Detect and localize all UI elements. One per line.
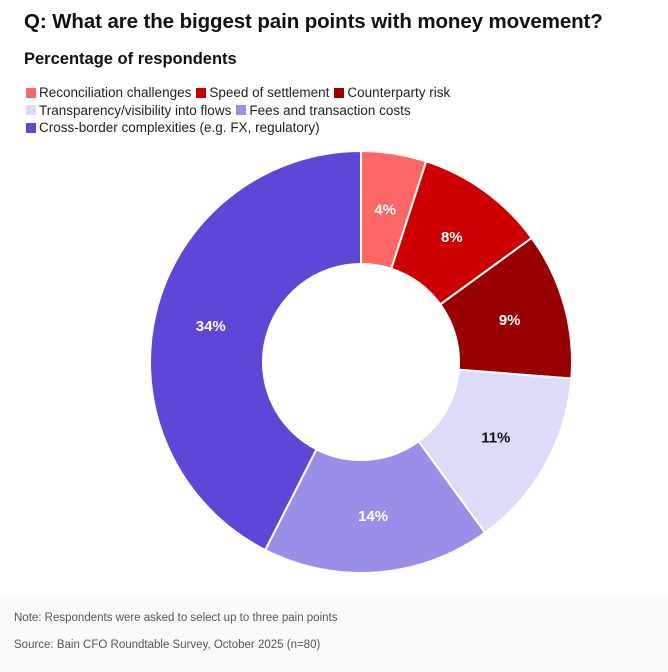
legend-label: Speed of settlement [209, 85, 330, 100]
legend-item-speed: Speed of settlement [196, 84, 329, 102]
donut-slice [417, 368, 573, 535]
slice-data-label: 8% [441, 229, 463, 246]
legend: Reconciliation challenges Speed of settl… [26, 84, 455, 137]
legend-item-fees: Fees and transaction costs [236, 102, 411, 120]
legend-swatch [26, 105, 36, 116]
legend-label: Reconciliation challenges [39, 85, 192, 100]
donut-slice [263, 439, 487, 574]
slice-data-label: 14% [358, 508, 388, 525]
chart-title: Q: What are the biggest pain points with… [24, 10, 603, 33]
donut-chart: 4% 8% 9% 11% 14% 34% [149, 149, 573, 574]
legend-swatch [334, 87, 345, 98]
slice-data-label: 4% [374, 201, 396, 218]
legend-label: Transparency/visibility into flows [39, 102, 232, 118]
legend-item-transparency: Transparency/visibility into flows [26, 102, 231, 120]
legend-row: Reconciliation challenges Speed of settl… [26, 84, 455, 102]
legend-row: Cross-border complexities (e.g. FX, regu… [26, 119, 455, 137]
slice-data-label: 11% [481, 429, 510, 446]
footer-background [0, 596, 668, 672]
legend-swatch [26, 87, 36, 98]
legend-label: Counterparty risk [347, 85, 451, 100]
legend-item-reconciliation: Reconciliation challenges [26, 84, 191, 102]
legend-item-cross-border: Cross-border complexities (e.g. FX, regu… [26, 119, 320, 137]
donut-slice [149, 149, 362, 552]
footnote: Note: Respondents were asked to select u… [14, 612, 338, 624]
legend-swatch [196, 87, 207, 98]
legend-swatch [26, 122, 36, 133]
chart-subtitle: Percentage of respondents [24, 50, 237, 68]
legend-label: Cross-border complexities (e.g. FX, regu… [39, 120, 320, 135]
legend-row: Transparency/visibility into flows Fees … [26, 102, 455, 120]
source-note: Source: Bain CFO Roundtable Survey, Octo… [14, 639, 321, 651]
slice-data-label: 9% [499, 312, 521, 329]
legend-item-counterparty: Counterparty risk [334, 84, 450, 102]
legend-label: Fees and transaction costs [249, 102, 411, 118]
legend-swatch [236, 105, 247, 116]
slice-data-label: 34% [196, 318, 226, 335]
